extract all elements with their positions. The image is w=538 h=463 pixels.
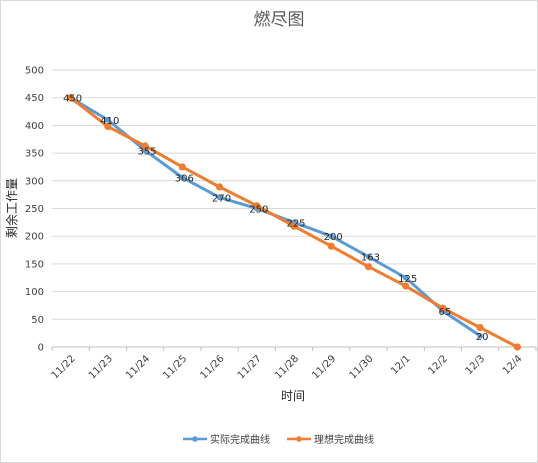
x-tick-label: 12/3 — [464, 353, 488, 377]
y-tick-label: 500 — [25, 66, 44, 77]
x-tick-label: 11/24 — [124, 353, 152, 381]
chart-title: 燃尽图 — [254, 10, 305, 30]
legend-item-ideal[interactable]: 理想完成曲线 — [287, 433, 374, 446]
data-point[interactable] — [216, 194, 223, 201]
data-point[interactable] — [328, 233, 335, 239]
data-point[interactable] — [67, 94, 75, 102]
data-point[interactable] — [141, 142, 149, 150]
x-tick-label: 12/2 — [426, 353, 450, 377]
x-axis-label: 时间 — [281, 389, 305, 403]
x-tick-label: 11/23 — [87, 353, 115, 381]
x-tick-label: 11/29 — [310, 353, 338, 381]
data-label: 225 — [286, 218, 305, 229]
data-labels: 450 410 355 306 270 250 225 200 163 125 65 20 — [63, 94, 488, 343]
gridlines — [52, 69, 536, 348]
y-axis-ticks: 0 50 100 150 200 250 300 350 400 450 500 — [25, 66, 44, 354]
data-point[interactable] — [477, 333, 483, 339]
data-point[interactable] — [402, 282, 410, 290]
y-tick-label: 50 — [31, 315, 44, 326]
y-tick-label: 0 — [38, 343, 44, 354]
data-point[interactable] — [513, 343, 521, 351]
data-point[interactable] — [290, 222, 298, 230]
data-label: 250 — [249, 205, 268, 216]
x-tick-label: 11/27 — [236, 353, 264, 381]
data-point[interactable] — [179, 174, 186, 181]
legend-item-actual[interactable]: 实际完成曲线 — [183, 433, 270, 446]
x-tick-label: 11/30 — [347, 353, 375, 381]
data-point[interactable] — [215, 183, 224, 191]
legend-label-actual: 实际完成曲线 — [210, 433, 270, 446]
series-layer — [67, 94, 521, 351]
y-tick-label: 150 — [25, 259, 44, 270]
y-tick-label: 350 — [25, 149, 44, 160]
data-label: 200 — [324, 232, 343, 243]
x-axis-ticks: 11/22 11/23 11/24 11/25 11/26 11/27 11/28 11/29… — [50, 347, 537, 382]
y-tick-label: 450 — [25, 93, 44, 104]
x-tick-label: 12/4 — [501, 353, 525, 377]
x-tick-label: 11/26 — [198, 353, 226, 381]
data-label: 20 — [476, 332, 489, 343]
data-point[interactable] — [402, 274, 409, 281]
data-point[interactable] — [105, 117, 111, 123]
y-axis-label: 剩余工作量 — [4, 178, 19, 238]
data-label: 125 — [398, 274, 417, 285]
legend-label-ideal: 理想完成曲线 — [314, 433, 374, 446]
data-label: 163 — [361, 253, 380, 264]
data-point[interactable] — [365, 253, 372, 260]
data-label: 450 — [63, 94, 82, 105]
series-ideal — [67, 94, 521, 351]
data-point[interactable] — [327, 242, 335, 250]
data-label: 355 — [138, 146, 157, 157]
y-tick-label: 250 — [25, 204, 44, 215]
x-tick-label: 11/25 — [161, 353, 189, 381]
data-label: 306 — [175, 173, 194, 184]
data-label: 410 — [100, 116, 119, 127]
y-tick-label: 200 — [25, 232, 44, 243]
data-point[interactable] — [104, 122, 112, 131]
data-label: 65 — [439, 307, 452, 318]
data-point[interactable] — [364, 263, 373, 271]
legend-marker-ideal — [296, 436, 302, 442]
data-point[interactable] — [439, 304, 447, 312]
x-tick-label: 11/22 — [50, 353, 78, 381]
x-tick-label: 12/1 — [389, 353, 413, 377]
y-tick-label: 100 — [25, 287, 44, 298]
legend-marker-actual — [192, 436, 198, 442]
data-label: 270 — [212, 193, 231, 204]
data-point[interactable] — [476, 324, 484, 332]
data-point[interactable] — [178, 163, 186, 171]
data-point[interactable] — [253, 202, 261, 210]
legend: 实际完成曲线 理想完成曲线 — [183, 433, 374, 446]
y-tick-label: 400 — [25, 121, 44, 132]
y-tick-label: 300 — [25, 176, 44, 187]
x-tick-label: 11/28 — [273, 353, 301, 381]
